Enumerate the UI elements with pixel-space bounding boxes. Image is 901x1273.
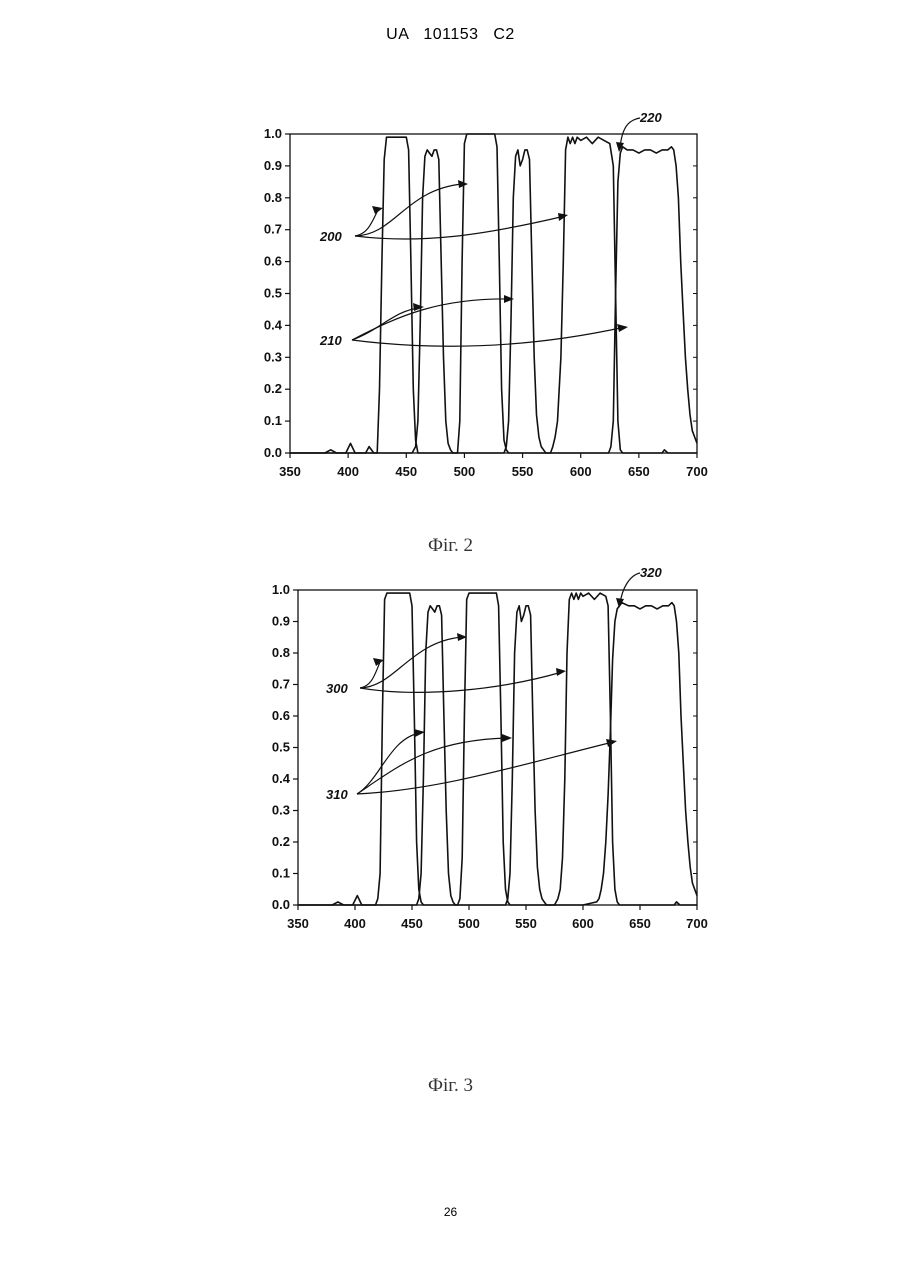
arrowhead <box>372 206 383 214</box>
series-line-1 <box>290 134 697 453</box>
x-tick-label: 350 <box>279 464 301 479</box>
arrowhead <box>504 295 514 303</box>
y-tick-label: 0.2 <box>264 381 282 396</box>
figure-2-caption: Фіг. 2 <box>0 535 901 557</box>
x-tick-label: 500 <box>454 464 476 479</box>
y-tick-label: 0.9 <box>264 158 282 173</box>
y-tick-label: 0.0 <box>264 445 282 460</box>
ref-label-200: 200 <box>319 229 342 244</box>
x-tick-label: 700 <box>686 916 708 931</box>
leader-line-210-c <box>352 327 625 346</box>
y-tick-label: 0.3 <box>264 349 282 364</box>
y-tick-label: 0.7 <box>272 677 290 692</box>
arrowhead <box>617 324 628 332</box>
y-tick-label: 0.8 <box>264 190 282 205</box>
series-line-1 <box>298 593 697 905</box>
ref-label-310: 310 <box>326 787 348 802</box>
y-tick-label: 0.1 <box>264 413 282 428</box>
leader-line-200-c <box>355 216 565 239</box>
figure-2-chart: 0.0 0.1 0.2 0.3 0.4 0.5 0.6 0.7 0.8 0.9 1.0 350 400 4… <box>0 0 901 500</box>
y-tick-label: 0.5 <box>264 286 282 301</box>
x-tick-label: 650 <box>629 916 651 931</box>
arrowhead <box>414 729 425 737</box>
x-tick-label: 500 <box>458 916 480 931</box>
leader-line-200-b <box>355 184 462 236</box>
ref-label-300: 300 <box>326 681 348 696</box>
arrowhead <box>556 668 566 676</box>
ref-label-320: 320 <box>640 565 662 580</box>
y-tick-label: 0.1 <box>272 866 290 881</box>
plot-frame <box>298 590 697 905</box>
y-tick-label: 0.5 <box>272 740 290 755</box>
arrowhead <box>558 213 568 221</box>
y-tick-label: 0.4 <box>272 771 291 786</box>
y-tick-label: 0.7 <box>264 222 282 237</box>
figure-3-caption: Фіг. 3 <box>0 1075 901 1097</box>
y-tick-label: 0.6 <box>264 254 282 269</box>
y-tick-label: 0.4 <box>264 317 283 332</box>
plot-area: 0.0 0.1 0.2 0.3 0.4 0.5 0.6 0.7 0.8 0.9 1.0 350 400 4… <box>272 582 708 931</box>
x-tick-label: 450 <box>395 464 417 479</box>
y-tick-label: 0.6 <box>272 708 290 723</box>
leader-line-210-b <box>352 299 510 340</box>
series-line-2 <box>290 147 697 453</box>
y-tick-label: 0.3 <box>272 803 290 818</box>
annotations: 200 210 220 <box>319 110 662 348</box>
y-tick-label: 1.0 <box>272 582 290 597</box>
x-tick-label: 350 <box>287 916 309 931</box>
y-tick-label: 1.0 <box>264 126 282 141</box>
x-tick-label: 400 <box>344 916 366 931</box>
plot-area: 0.0 0.1 0.2 0.3 0.4 0.5 0.6 0.7 0.8 0.9 1.0 350 400 4… <box>264 126 708 479</box>
x-tick-label: 600 <box>570 464 592 479</box>
y-tick-label: 0.8 <box>272 645 290 660</box>
x-tick-label: 700 <box>686 464 708 479</box>
ref-label-220: 220 <box>639 110 662 125</box>
x-tick-label: 550 <box>512 464 534 479</box>
figure-3-chart: 0.0 0.1 0.2 0.3 0.4 0.5 0.6 0.7 0.8 0.9 1.0 350 400 4… <box>0 560 901 1060</box>
y-tick-label: 0.9 <box>272 614 290 629</box>
y-tick-label: 0.0 <box>272 897 290 912</box>
plot-frame <box>290 134 697 453</box>
series-line-2 <box>298 603 697 905</box>
x-tick-label: 450 <box>401 916 423 931</box>
leader-line-310-a <box>357 733 420 794</box>
x-tick-label: 550 <box>515 916 537 931</box>
arrowhead <box>502 734 512 742</box>
x-tick-label: 650 <box>628 464 650 479</box>
ref-label-210: 210 <box>319 333 342 348</box>
x-tick-label: 400 <box>337 464 359 479</box>
page-number: 26 <box>0 1205 901 1219</box>
y-tick-label: 0.2 <box>272 834 290 849</box>
x-tick-label: 600 <box>572 916 594 931</box>
